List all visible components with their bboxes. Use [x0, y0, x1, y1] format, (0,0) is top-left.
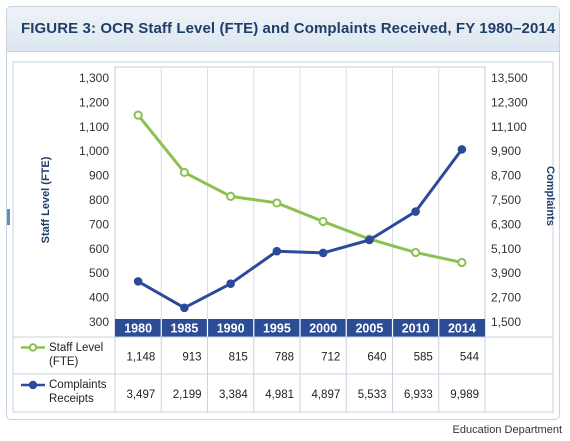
table-cell-value: 640: [367, 352, 386, 364]
table-cell-value: 712: [321, 352, 340, 364]
right-axis-tick-label: 11,100: [491, 120, 527, 134]
source-credit: Education Department: [452, 424, 562, 436]
x-tick-label: 2014: [448, 322, 476, 336]
right-axis-tick-label: 9,900: [491, 144, 521, 158]
x-tick-label: 1995: [263, 322, 291, 336]
right-axis-title: Complaints: [544, 166, 556, 226]
left-axis-tick-label: 600: [89, 242, 109, 256]
title-bar: FIGURE 3: OCR Staff Level (FTE) and Comp…: [7, 7, 559, 52]
staff-point: [179, 167, 189, 178]
left-axis-tick-label: 1,100: [79, 120, 109, 134]
table-cell-value: 1,148: [126, 352, 155, 364]
complaints-point: [226, 279, 235, 288]
left-axis-title: Staff Level (FTE): [40, 156, 52, 243]
staff-point: [272, 198, 282, 208]
x-tick-label: 1980: [124, 322, 152, 336]
table-cell-value: 9,989: [450, 389, 479, 401]
left-axis-tick-label: 1,200: [79, 95, 109, 109]
right-axis-tick-label: 8,700: [491, 169, 521, 183]
table-cell-value: 3,497: [126, 389, 155, 401]
x-tick-label: 2010: [402, 322, 430, 336]
right-axis-tick-label: 6,300: [491, 217, 521, 231]
left-axis-tick-label: 500: [89, 266, 109, 280]
x-tick-label: 1990: [217, 322, 245, 336]
table-cell-value: 544: [460, 352, 480, 364]
left-axis-tick-label: 400: [89, 291, 109, 305]
x-tick-label: 1985: [170, 322, 198, 336]
table-cell-value: 2,199: [173, 389, 202, 401]
left-axis-tick-label: 1,300: [79, 71, 109, 85]
complaints-point: [457, 145, 467, 154]
right-axis-tick-label: 3,900: [491, 266, 521, 280]
staff-point: [226, 191, 236, 201]
left-axis-tick-label: 700: [89, 217, 109, 231]
legend-marker-staff: [21, 343, 45, 352]
x-tick-label: 2005: [355, 322, 383, 336]
table-cell-value: 585: [414, 352, 433, 364]
legend-dot: [28, 343, 38, 352]
legend-marker-complaints: [21, 380, 45, 390]
complaints-point: [411, 207, 420, 216]
table-cell-value: 6,933: [404, 389, 433, 401]
chart-area: 1,300 1,200 1,100 1,000 900 800 700 600 500 400 30…: [12, 61, 556, 413]
right-axis-tick-label: 5,100: [491, 242, 521, 256]
staff-point: [457, 257, 467, 268]
staff-point: [133, 110, 143, 120]
table-cell-value: 815: [229, 352, 248, 364]
legend-label-complaints: Complaints Receipts: [49, 379, 107, 405]
staff-point: [318, 216, 328, 227]
complaints-point: [272, 246, 282, 256]
staff-point: [411, 247, 421, 258]
right-axis-tick-label: 12,300: [491, 95, 528, 109]
complaints-point: [365, 235, 374, 245]
left-axis-tick-label: 800: [89, 193, 109, 207]
x-tick-label: 2000: [309, 322, 337, 336]
legend-label-staff: Staff Level (FTE): [49, 342, 103, 368]
complaints-point: [133, 277, 143, 286]
left-axis-tick-label: 1,000: [79, 144, 109, 158]
table-cell-value: 4,981: [265, 389, 294, 401]
legend-dot: [28, 380, 38, 390]
right-axis-tick-label: 2,700: [491, 291, 521, 305]
series-line-complaints: [137, 148, 464, 310]
table-cell-value: 4,897: [311, 389, 340, 401]
right-axis-tick-label: 1,500: [491, 315, 521, 329]
right-axis-tick-label: 13,500: [491, 71, 528, 85]
side-marker: [7, 209, 10, 225]
series-line-staff: [136, 114, 463, 264]
table-cell-value: 913: [182, 352, 201, 364]
table-cell-value: 788: [275, 352, 294, 364]
left-axis-tick-label: 300: [89, 315, 109, 329]
figure-card: FIGURE 3: OCR Staff Level (FTE) and Comp…: [6, 6, 560, 420]
table-cell-value: 5,533: [358, 389, 387, 401]
complaints-point: [180, 303, 189, 313]
table-cell-value: 3,384: [219, 389, 248, 401]
left-axis-tick-label: 900: [89, 169, 109, 183]
chart-title: FIGURE 3: OCR Staff Level (FTE) and Comp…: [21, 20, 556, 37]
complaints-point: [318, 248, 328, 258]
right-axis-tick-label: 7,500: [491, 193, 521, 207]
